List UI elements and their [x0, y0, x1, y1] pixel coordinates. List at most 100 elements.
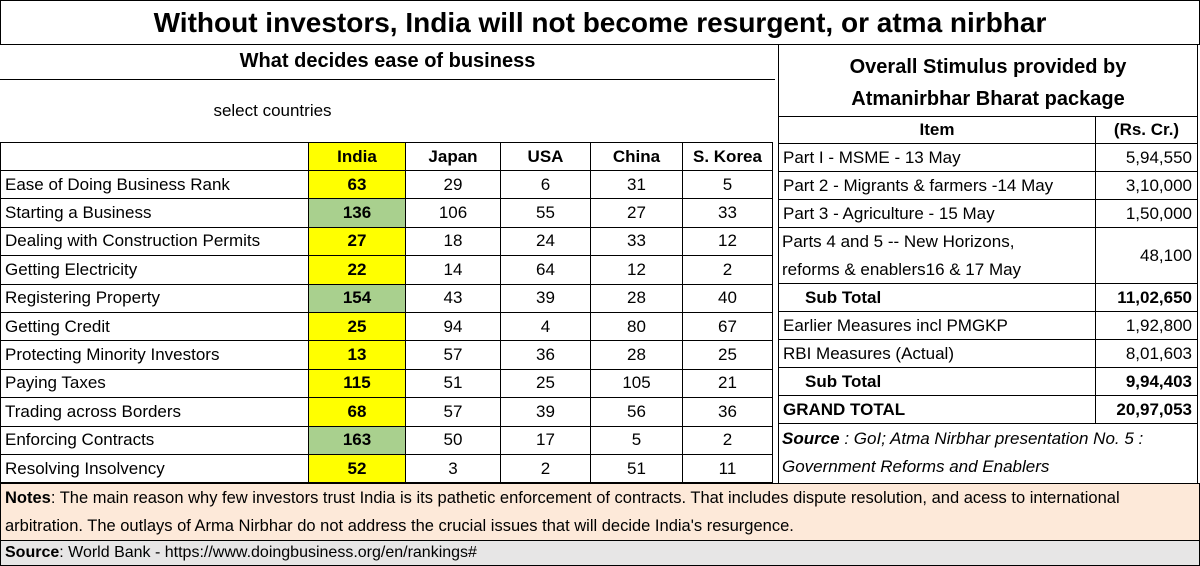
- item-cell: Earlier Measures incl PMGKP: [778, 311, 1096, 340]
- value-cell: 106: [405, 198, 501, 228]
- left-title: What decides ease of business: [0, 44, 775, 80]
- source-label: Source: [5, 544, 60, 561]
- value-cell: 80: [590, 312, 683, 342]
- value-cell: 3: [405, 454, 501, 484]
- value-cell: 39: [500, 283, 591, 313]
- value-cell: 6: [500, 170, 591, 200]
- value-cell: 5: [682, 170, 773, 200]
- value-cell: 67: [682, 312, 773, 342]
- amount-cell: 20,97,053: [1095, 395, 1198, 424]
- column-header: Japan: [405, 142, 501, 171]
- row-label: Enforcing Contracts: [0, 425, 309, 455]
- column-header: S. Korea: [682, 142, 773, 171]
- row-label: Starting a Business: [0, 198, 309, 228]
- row-label: Trading across Borders: [0, 397, 309, 427]
- value-cell: 2: [682, 255, 773, 285]
- column-header: USA: [500, 142, 591, 171]
- value-cell: 63: [308, 170, 406, 200]
- amount-cell: 1,50,000: [1095, 199, 1198, 228]
- title: Without investors, India will not become…: [0, 0, 1200, 45]
- item-cell: Part 3 - Agriculture - 15 May: [778, 199, 1096, 228]
- item-cell: Sub Total: [778, 367, 1096, 396]
- row-label: Protecting Minority Investors: [0, 340, 309, 370]
- item-cell: Parts 4 and 5 -- New Horizons, reforms &…: [782, 231, 1022, 279]
- amount-cell: 3,10,000: [1095, 171, 1198, 200]
- value-cell: 2: [682, 425, 773, 455]
- value-cell: 11: [682, 454, 773, 484]
- value-cell: 31: [590, 170, 683, 200]
- value-cell: 36: [500, 340, 591, 370]
- value-cell: 68: [308, 397, 406, 427]
- value-cell: 52: [308, 454, 406, 484]
- value-cell: 33: [590, 226, 683, 257]
- right-title: Overall Stimulus provided by Atmanirbhar …: [778, 50, 1198, 116]
- value-cell: 17: [500, 425, 591, 455]
- value-cell: 154: [308, 283, 406, 313]
- value-cell: 163: [308, 425, 406, 455]
- value-cell: 51: [405, 368, 501, 399]
- amount-cell: 9,94,403: [1095, 367, 1198, 396]
- row-label: Paying Taxes: [0, 368, 309, 399]
- notes: Notes: The main reason why few investors…: [0, 483, 1200, 541]
- value-cell: 5: [590, 425, 683, 455]
- notes-text: : The main reason why few investors trus…: [5, 489, 1120, 535]
- value-cell: 51: [590, 454, 683, 484]
- item-cell: Part I - MSME - 13 May: [778, 143, 1096, 172]
- source: Source: World Bank - https://www.doingbu…: [0, 540, 1200, 566]
- amount-cell: 11,02,650: [1095, 283, 1198, 312]
- amount-cell: 1,92,800: [1095, 311, 1198, 340]
- row-label: Getting Electricity: [0, 255, 309, 285]
- value-cell: 39: [500, 397, 591, 427]
- amount-cell: 8,01,603: [1095, 339, 1198, 368]
- item-cell: Sub Total: [778, 283, 1096, 312]
- left-subtitle: select countries: [213, 101, 332, 120]
- value-cell: 115: [308, 368, 406, 399]
- value-cell: 33: [682, 198, 773, 228]
- value-cell: 13: [308, 340, 406, 370]
- value-cell: 2: [500, 454, 591, 484]
- right-title-line: Overall Stimulus provided by: [849, 56, 1127, 78]
- right-title-line: Atmanirbhar Bharat package: [851, 88, 1125, 110]
- right-header: (Rs. Cr.): [1095, 116, 1198, 144]
- value-cell: 21: [682, 368, 773, 399]
- value-cell: 18: [405, 226, 501, 257]
- value-cell: 25: [682, 340, 773, 370]
- source-label: Source: [782, 429, 840, 448]
- row-label: Getting Credit: [0, 312, 309, 342]
- value-cell: 28: [590, 340, 683, 370]
- value-cell: 64: [500, 255, 591, 285]
- column-header: China: [590, 142, 683, 171]
- value-cell: 24: [500, 226, 591, 257]
- value-cell: 22: [308, 255, 406, 285]
- value-cell: 57: [405, 397, 501, 427]
- item-border: [778, 227, 1096, 284]
- value-cell: 36: [682, 397, 773, 427]
- header-blank: [0, 142, 309, 171]
- row-label: Dealing with Construction Permits: [0, 226, 309, 257]
- value-cell: 94: [405, 312, 501, 342]
- source-text: : GoI; Atma Nirbhar presentation No. 5 :…: [782, 429, 1144, 476]
- notes-label: Notes: [5, 489, 51, 507]
- amount-cell: 48,100: [1095, 227, 1198, 284]
- value-cell: 50: [405, 425, 501, 455]
- value-cell: 55: [500, 198, 591, 228]
- row-label: Registering Property: [0, 283, 309, 313]
- value-cell: 56: [590, 397, 683, 427]
- value-cell: 12: [590, 255, 683, 285]
- value-cell: 4: [500, 312, 591, 342]
- value-cell: 25: [308, 312, 406, 342]
- column-header: India: [308, 142, 406, 171]
- row-label: Ease of Doing Business Rank: [0, 170, 309, 200]
- right-source: Source : GoI; Atma Nirbhar presentation …: [778, 423, 1198, 483]
- value-cell: 43: [405, 283, 501, 313]
- item-cell: RBI Measures (Actual): [778, 339, 1096, 368]
- value-cell: 57: [405, 340, 501, 370]
- value-cell: 29: [405, 170, 501, 200]
- amount-cell: 5,94,550: [1095, 143, 1198, 172]
- item-cell: Part 2 - Migrants & farmers -14 May: [778, 171, 1096, 200]
- value-cell: 40: [682, 283, 773, 313]
- value-cell: 25: [500, 368, 591, 399]
- value-cell: 27: [308, 226, 406, 257]
- item-cell: GRAND TOTAL: [778, 395, 1096, 424]
